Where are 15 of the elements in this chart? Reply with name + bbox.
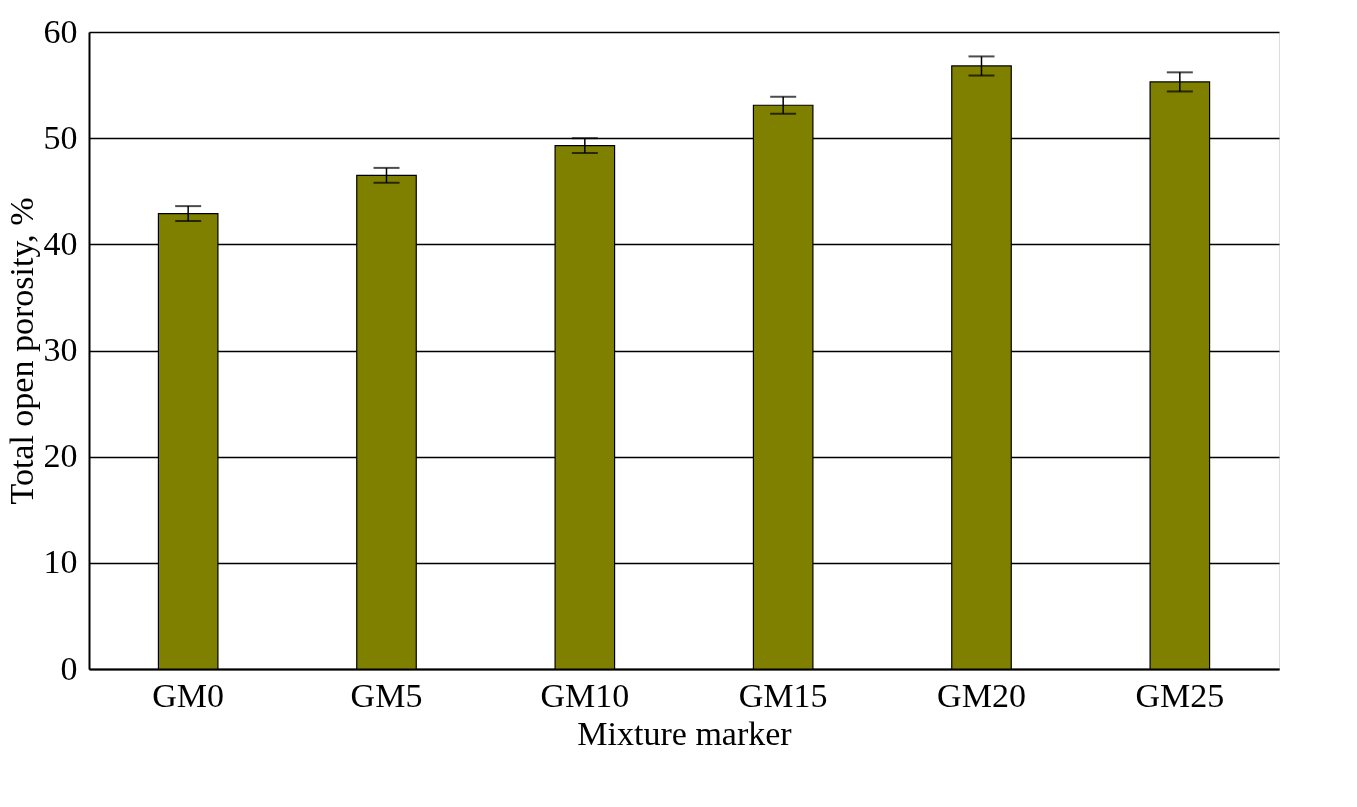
- x-tick-label: GM20: [937, 676, 1026, 714]
- y-tick-label: 30: [43, 331, 78, 368]
- x-tick-label: GM10: [540, 676, 630, 714]
- y-tick-label: 40: [43, 224, 78, 262]
- y-tick-label: 50: [43, 118, 78, 156]
- x-tick-label: GM15: [738, 676, 828, 714]
- x-tick-label: GM25: [1135, 676, 1225, 714]
- y-tick-label: 10: [43, 543, 78, 581]
- x-tick-label: GM0: [152, 676, 225, 714]
- y-tick-label: 60: [43, 12, 78, 50]
- x-axis-title: Mixture marker: [577, 714, 793, 752]
- y-axis-title: Total open porosity, %: [2, 197, 40, 505]
- y-tick-label: 20: [43, 437, 78, 475]
- y-tick-label: 0: [60, 649, 78, 687]
- x-tick-label: GM5: [350, 676, 423, 714]
